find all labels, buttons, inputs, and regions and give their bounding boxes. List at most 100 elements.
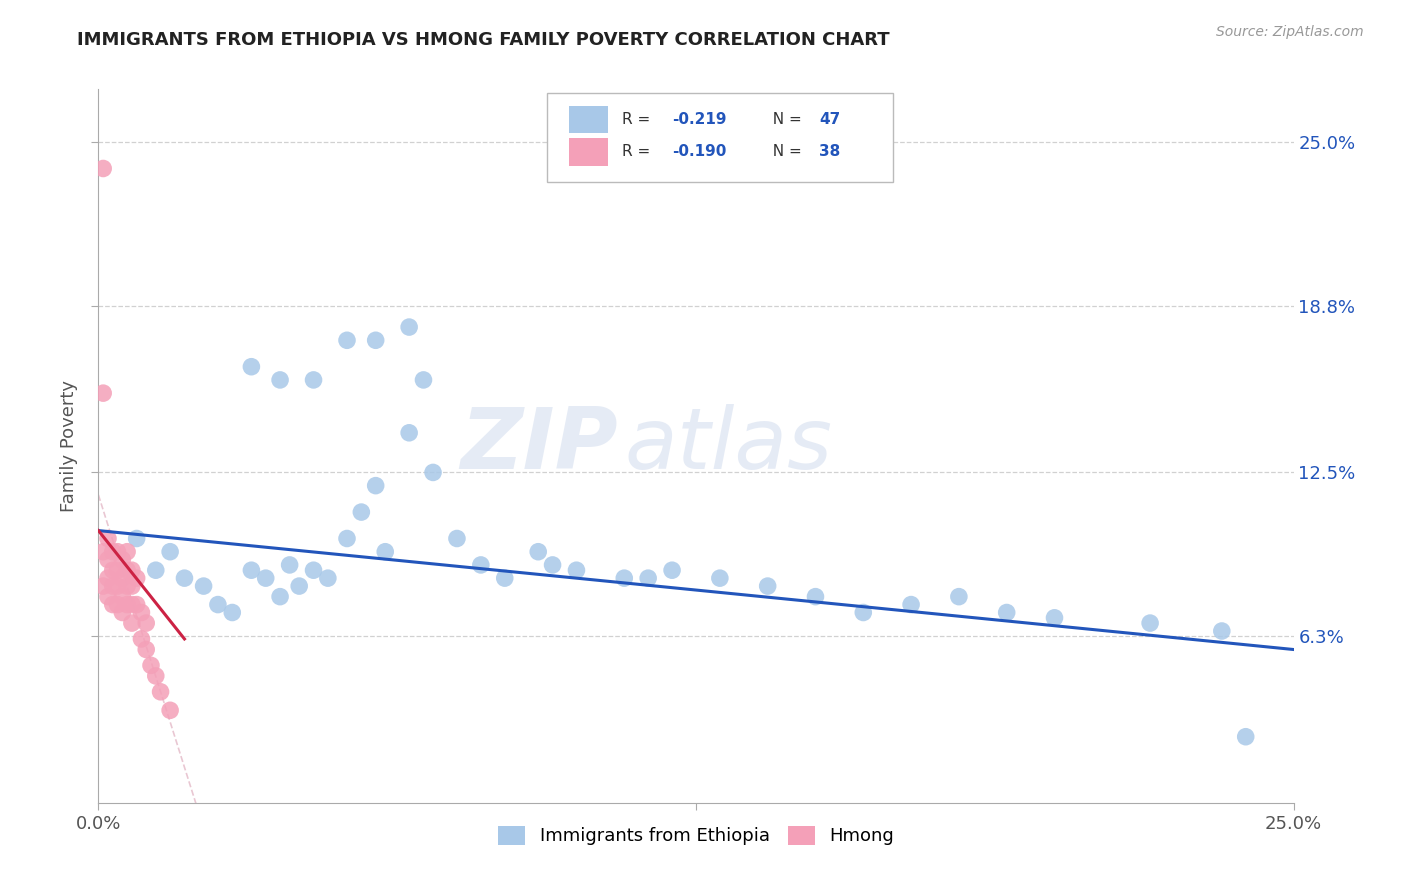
Point xyxy=(254,571,277,585)
Point xyxy=(398,425,420,440)
Point xyxy=(302,563,325,577)
Point xyxy=(107,563,129,577)
Point xyxy=(336,333,359,347)
Point xyxy=(121,616,143,631)
Point xyxy=(125,532,148,546)
Point xyxy=(125,598,148,612)
Point xyxy=(316,571,339,585)
Text: atlas: atlas xyxy=(624,404,832,488)
FancyBboxPatch shape xyxy=(547,93,893,182)
Text: R =: R = xyxy=(621,145,655,160)
Point xyxy=(1139,616,1161,631)
Point xyxy=(269,590,291,604)
Point xyxy=(97,571,120,585)
Point xyxy=(240,563,263,577)
Point xyxy=(115,545,138,559)
Point xyxy=(91,161,114,176)
Point xyxy=(364,478,387,492)
Text: N =: N = xyxy=(763,145,807,160)
Point xyxy=(494,571,516,585)
Point xyxy=(756,579,779,593)
Point xyxy=(565,563,588,577)
Point xyxy=(107,598,129,612)
Y-axis label: Family Poverty: Family Poverty xyxy=(60,380,79,512)
Point xyxy=(278,558,301,572)
Point xyxy=(948,590,970,604)
Point xyxy=(91,386,114,401)
FancyBboxPatch shape xyxy=(569,138,607,166)
Point xyxy=(121,563,143,577)
Point xyxy=(115,579,138,593)
Text: 38: 38 xyxy=(820,145,841,160)
Point xyxy=(193,579,215,593)
Point xyxy=(91,579,114,593)
Point xyxy=(900,598,922,612)
Point xyxy=(269,373,291,387)
Point xyxy=(1043,611,1066,625)
Point xyxy=(97,590,120,604)
Point xyxy=(101,545,124,559)
Point xyxy=(149,685,172,699)
Point xyxy=(661,563,683,577)
Point xyxy=(221,606,243,620)
Point xyxy=(101,579,124,593)
Point xyxy=(111,571,134,585)
Point xyxy=(97,532,120,546)
Point xyxy=(91,545,114,559)
Text: N =: N = xyxy=(763,112,807,128)
Point xyxy=(145,563,167,577)
Point xyxy=(364,333,387,347)
Point xyxy=(111,552,134,566)
Point xyxy=(139,658,162,673)
Point xyxy=(135,642,157,657)
Point xyxy=(470,558,492,572)
Point xyxy=(613,571,636,585)
Legend: Immigrants from Ethiopia, Hmong: Immigrants from Ethiopia, Hmong xyxy=(489,817,903,855)
Text: R =: R = xyxy=(621,112,655,128)
Text: 47: 47 xyxy=(820,112,841,128)
Point xyxy=(288,579,311,593)
Point xyxy=(804,590,827,604)
Point xyxy=(97,552,120,566)
Point xyxy=(107,545,129,559)
Point xyxy=(446,532,468,546)
Point xyxy=(145,669,167,683)
Point xyxy=(131,606,153,620)
Text: ZIP: ZIP xyxy=(461,404,619,488)
Point xyxy=(121,579,143,593)
Point xyxy=(398,320,420,334)
Point xyxy=(709,571,731,585)
Point xyxy=(173,571,195,585)
Point xyxy=(131,632,153,646)
Point xyxy=(637,571,659,585)
Point xyxy=(302,373,325,387)
Point xyxy=(412,373,434,387)
Point xyxy=(159,545,181,559)
Point xyxy=(374,545,396,559)
Point xyxy=(111,590,134,604)
Text: -0.219: -0.219 xyxy=(672,112,727,128)
Text: Source: ZipAtlas.com: Source: ZipAtlas.com xyxy=(1216,25,1364,39)
Point xyxy=(125,571,148,585)
Point xyxy=(350,505,373,519)
Point xyxy=(107,579,129,593)
Point xyxy=(240,359,263,374)
Point xyxy=(852,606,875,620)
Point xyxy=(207,598,229,612)
Point xyxy=(422,466,444,480)
Point xyxy=(995,606,1018,620)
Point xyxy=(1211,624,1233,638)
Point xyxy=(541,558,564,572)
FancyBboxPatch shape xyxy=(569,106,607,134)
Point xyxy=(1234,730,1257,744)
Point xyxy=(135,616,157,631)
Point xyxy=(101,563,124,577)
Text: -0.190: -0.190 xyxy=(672,145,727,160)
Text: IMMIGRANTS FROM ETHIOPIA VS HMONG FAMILY POVERTY CORRELATION CHART: IMMIGRANTS FROM ETHIOPIA VS HMONG FAMILY… xyxy=(77,31,890,49)
Point xyxy=(121,598,143,612)
Point xyxy=(115,563,138,577)
Point xyxy=(159,703,181,717)
Point xyxy=(111,606,134,620)
Point xyxy=(336,532,359,546)
Point xyxy=(101,598,124,612)
